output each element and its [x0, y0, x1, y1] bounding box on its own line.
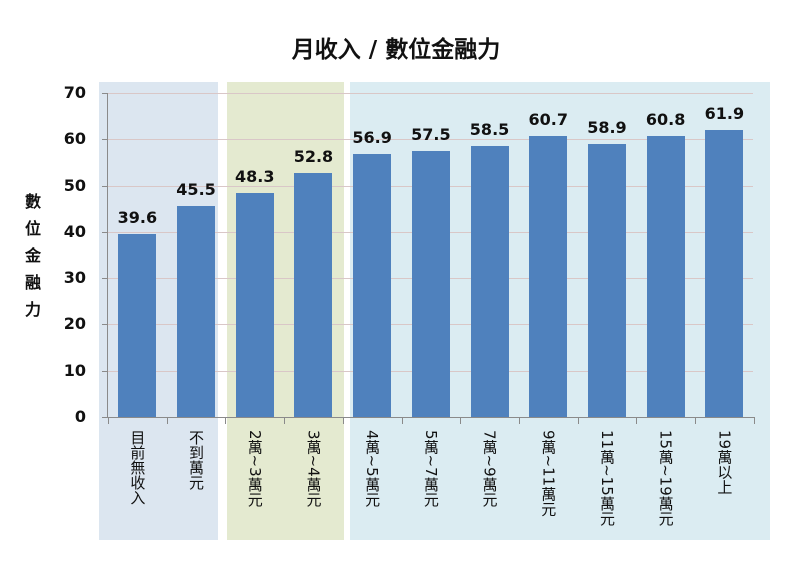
y-tick-mark: [102, 324, 108, 325]
bar: [118, 233, 157, 417]
y-tick-label: 0: [74, 407, 86, 426]
value-label: 61.9: [704, 104, 745, 124]
y-tick-label: 20: [63, 314, 86, 333]
y-axis-label-char: 力: [24, 300, 41, 319]
bar: [235, 193, 274, 417]
category-label: 2萬~3萬元: [245, 430, 264, 507]
y-tick-mark: [102, 278, 108, 279]
category-label: 目前無收入: [128, 430, 147, 505]
x-tick-mark: [225, 417, 226, 424]
bar: [353, 153, 392, 417]
bar: [587, 144, 626, 417]
y-tick-mark: [102, 232, 108, 233]
category-label: 11萬~15萬元: [597, 430, 616, 526]
x-tick-mark: [343, 417, 344, 424]
category-label: 3萬~4萬元: [304, 430, 323, 507]
category-label: 15萬~19萬元: [656, 430, 675, 526]
bar: [470, 146, 509, 417]
category-label: 9萬~11萬元: [539, 430, 558, 517]
bar: [529, 136, 568, 417]
y-axis-label: 數位金融力: [22, 188, 44, 323]
x-tick-mark: [460, 417, 461, 424]
x-tick-mark: [108, 417, 109, 424]
y-tick-mark: [102, 371, 108, 372]
gridline: [108, 93, 753, 94]
x-tick-mark: [402, 417, 403, 424]
value-label: 52.8: [293, 146, 334, 166]
value-label: 58.5: [469, 120, 510, 140]
value-label: 57.5: [411, 124, 451, 144]
bar: [177, 206, 216, 417]
y-tick-label: 10: [63, 361, 86, 380]
bar: [411, 150, 450, 417]
category-label: 5萬~7萬元: [421, 430, 440, 507]
value-label: 58.9: [587, 118, 627, 138]
value-label: 39.6: [117, 207, 158, 227]
x-axis-line: [107, 417, 754, 418]
x-tick-mark: [695, 417, 696, 424]
bar: [294, 172, 333, 417]
x-tick-mark: [284, 417, 285, 424]
value-label: 60.8: [645, 109, 686, 129]
bar: [646, 135, 685, 417]
value-label: 56.9: [352, 127, 392, 147]
y-tick-mark: [102, 139, 108, 140]
x-tick-mark: [167, 417, 168, 424]
y-tick-mark: [102, 186, 108, 187]
y-axis-label-char: 數: [24, 192, 41, 211]
y-axis-label-char: 位: [24, 219, 41, 238]
category-label: 不到萬元: [187, 430, 206, 490]
value-label: 60.7: [528, 110, 568, 130]
x-tick-mark: [636, 417, 637, 424]
gridline: [108, 139, 753, 140]
x-tick-mark: [578, 417, 579, 424]
y-axis-label-char: 融: [24, 273, 41, 292]
value-label: 45.5: [176, 180, 216, 200]
value-label: 48.3: [235, 167, 275, 187]
y-tick-label: 70: [63, 83, 86, 102]
y-tick-mark: [102, 93, 108, 94]
y-axis-line: [107, 93, 108, 418]
x-tick-mark: [519, 417, 520, 424]
y-tick-mark: [102, 417, 108, 418]
bar: [705, 130, 744, 417]
y-axis-label-char: 金: [24, 246, 41, 265]
category-label: 7萬~9萬元: [480, 430, 499, 507]
category-label: 4萬~5萬元: [363, 430, 382, 507]
x-tick-mark: [754, 417, 755, 424]
chart-title: 月收入 / 數位金融力: [291, 37, 501, 63]
y-tick-label: 50: [63, 176, 86, 195]
category-label: 19萬以上: [715, 430, 734, 495]
y-tick-label: 60: [63, 129, 86, 148]
y-tick-label: 40: [63, 222, 86, 241]
y-tick-label: 30: [63, 268, 86, 287]
